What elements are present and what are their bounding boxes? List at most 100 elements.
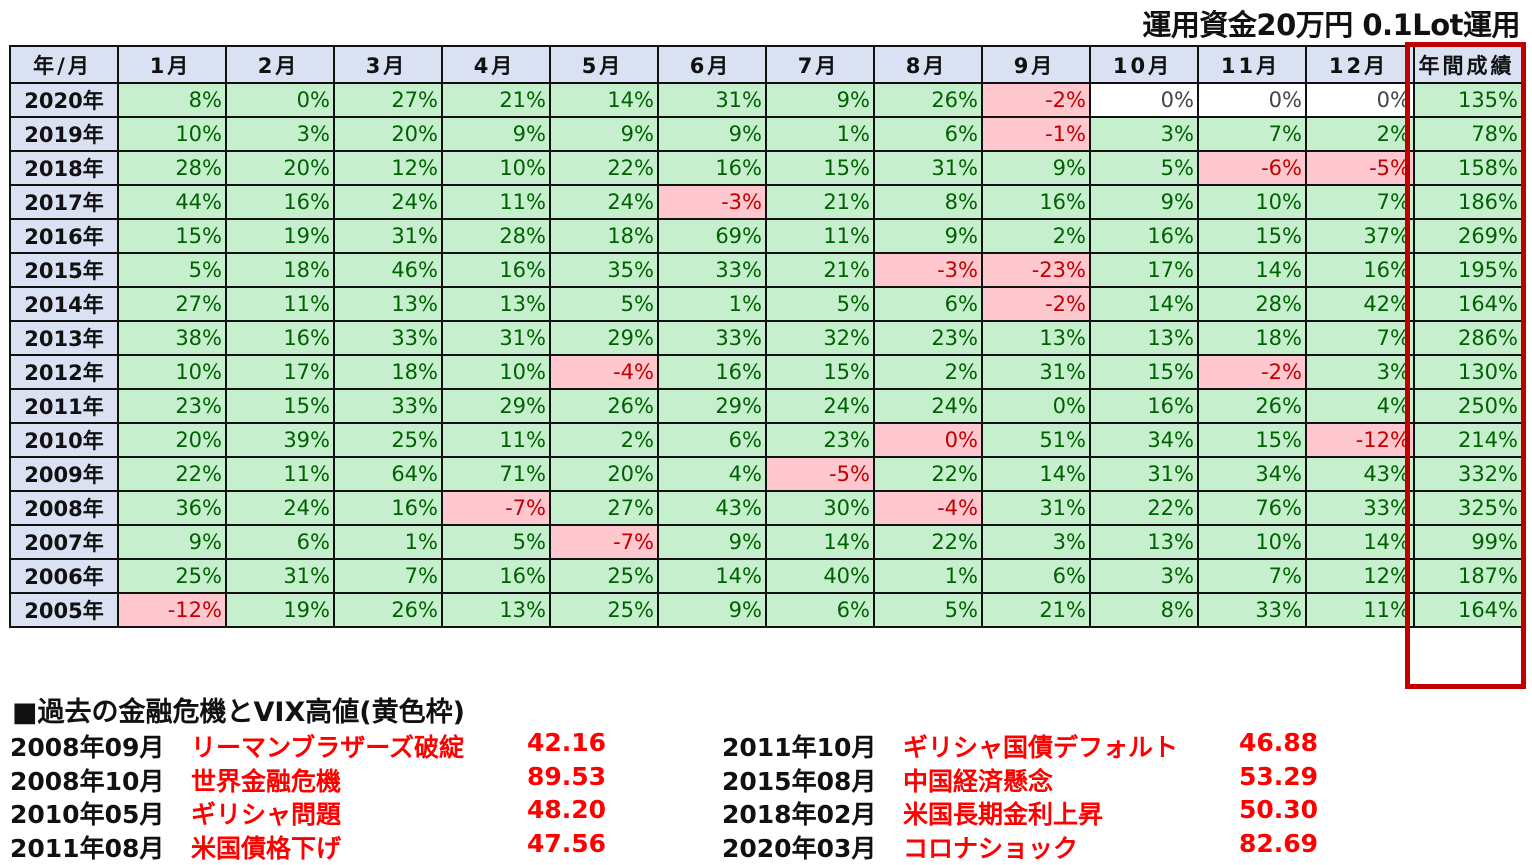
monthly-return-cell: 11% [225,286,335,322]
monthly-return-cell: 16% [657,354,767,390]
table-row: 2012年 10% 17% 18% 10% -4% 16% 15% 2% 31% 15% -2% 3% 1… [9,354,1523,390]
monthly-return-cell: 22% [873,456,983,492]
monthly-return-cell: 16% [225,184,335,220]
monthly-return-cell: 16% [1089,388,1199,424]
column-header: 1月 [117,45,227,84]
monthly-return-cell: 5% [549,286,659,322]
year-cell: 2011年 [9,388,119,424]
monthly-return-cell: 20% [333,116,443,152]
monthly-return-cell: 27% [117,286,227,322]
column-header: 年間成績 [1413,45,1523,84]
monthly-return-cell: 29% [441,388,551,424]
monthly-return-cell: 18% [549,218,659,254]
monthly-return-cell: 3% [1305,354,1415,390]
monthly-return-cell: 31% [225,558,335,594]
monthly-return-cell: 37% [1305,218,1415,254]
year-cell: 2008年 [9,490,119,526]
monthly-return-cell: 5% [441,524,551,560]
monthly-return-cell: 20% [117,422,227,458]
monthly-return-cell: 76% [1197,490,1307,526]
crisis-date: 2018年02月 [722,800,877,829]
monthly-return-cell: 33% [333,388,443,424]
monthly-return-cell: 16% [333,490,443,526]
monthly-return-cell: 9% [765,82,875,118]
monthly-return-cell: 33% [657,252,767,288]
monthly-return-cell: 39% [225,422,335,458]
crisis-date: 2015年08月 [722,766,877,796]
monthly-return-cell: -5% [1305,150,1415,186]
column-header: 5月 [549,45,659,84]
monthly-return-cell: 6% [765,592,875,628]
monthly-return-cell: 4% [657,456,767,492]
crisis-vix-value: 53.29 [1239,761,1319,791]
monthly-return-cell: 24% [873,388,983,424]
monthly-return-cell: 27% [333,82,443,118]
table-row: 2009年 22% 11% 64% 71% 20% 4% -5% 22% 14% 31% 34% 43%… [9,456,1523,492]
crisis-event: ギリシャ問題 [191,800,342,829]
annual-return-cell: 78% [1413,116,1523,152]
annual-return-cell: 187% [1413,558,1523,594]
monthly-return-cell: 3% [1089,116,1199,152]
monthly-return-cell: 9% [441,116,551,152]
column-header: 7月 [765,45,875,84]
year-cell: 2017年 [9,184,119,220]
column-header: 年/月 [9,45,119,84]
crisis-date: 2008年10月 [10,766,165,796]
monthly-return-cell: 17% [225,354,335,390]
monthly-return-cell: 15% [1197,422,1307,458]
monthly-return-cell: 22% [873,524,983,560]
monthly-return-cell: 3% [981,524,1091,560]
annual-return-cell: 164% [1413,592,1523,628]
monthly-return-cell: 2% [873,354,983,390]
monthly-return-cell: 42% [1305,286,1415,322]
monthly-return-cell: 16% [657,150,767,186]
monthly-return-cell: 23% [873,320,983,356]
column-header: 10月 [1089,45,1199,84]
monthly-return-cell: -7% [441,490,551,526]
monthly-return-cell: 13% [1089,524,1199,560]
monthly-return-cell: 20% [549,456,659,492]
monthly-return-cell: 5% [117,252,227,288]
monthly-return-cell: 22% [117,456,227,492]
monthly-return-cell: 26% [1197,388,1307,424]
monthly-return-cell: 10% [441,354,551,390]
monthly-return-cell: 16% [1305,252,1415,288]
year-cell: 2014年 [9,286,119,322]
crisis-vix-value: 47.56 [527,828,607,858]
crisis-vix-value: 82.69 [1239,828,1319,858]
monthly-returns-table: 年/月 1月 2月 3月 4月 5月 6月 7月 8月 9月 10月 11月 12月 年間成績 2020年… [9,45,1523,628]
monthly-return-cell: 25% [117,558,227,594]
monthly-return-cell: 11% [225,456,335,492]
monthly-return-cell: 8% [117,82,227,118]
monthly-return-cell: 10% [117,116,227,152]
monthly-return-cell: 15% [1089,354,1199,390]
column-header: 9月 [981,45,1091,84]
monthly-return-cell: 5% [873,592,983,628]
monthly-return-cell: 10% [1197,524,1307,560]
monthly-return-cell: 1% [333,524,443,560]
monthly-return-cell: 34% [1089,422,1199,458]
monthly-return-cell: 71% [441,456,551,492]
monthly-return-cell: 25% [549,592,659,628]
annual-return-cell: 164% [1413,286,1523,322]
monthly-return-cell: 13% [981,320,1091,356]
monthly-return-cell: 16% [1089,218,1199,254]
monthly-return-cell: 28% [117,150,227,186]
year-cell: 2020年 [9,82,119,118]
crisis-event: 中国経済懸念 [903,766,1054,796]
monthly-return-cell: 13% [441,592,551,628]
monthly-return-cell: 14% [765,524,875,560]
annual-return-cell: 130% [1413,354,1523,390]
page-title: 運用資金20万円 0.1Lot運用 [1142,8,1520,42]
monthly-return-cell: -6% [1197,150,1307,186]
monthly-return-cell: 15% [1197,218,1307,254]
monthly-return-cell: 14% [981,456,1091,492]
annual-return-cell: 286% [1413,320,1523,356]
monthly-return-cell: 18% [225,252,335,288]
monthly-return-cell: 15% [225,388,335,424]
year-cell: 2015年 [9,252,119,288]
monthly-return-cell: 16% [981,184,1091,220]
monthly-return-cell: 29% [657,388,767,424]
table-row: 2017年 44% 16% 24% 11% 24% -3% 21% 8% 16% 9% 10% 7% 18… [9,184,1523,220]
column-header: 4月 [441,45,551,84]
